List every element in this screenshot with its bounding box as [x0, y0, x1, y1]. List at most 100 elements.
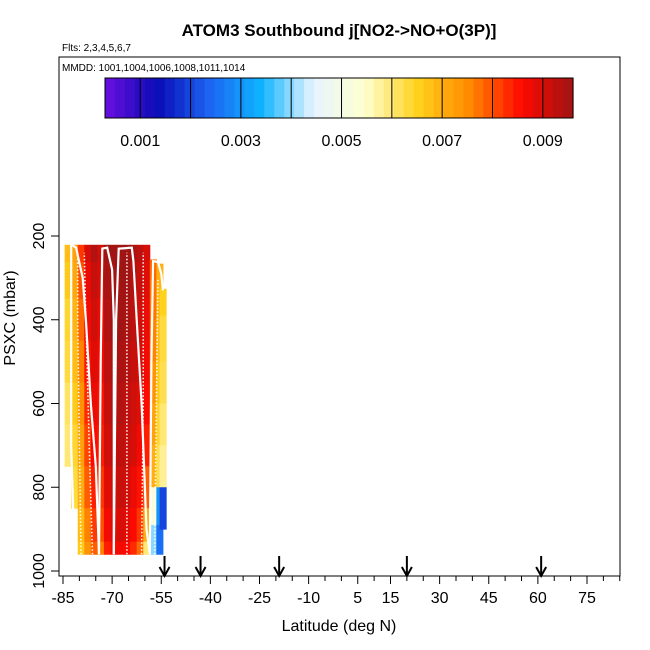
colorbar-segment: [393, 78, 405, 118]
colorbar-segment: [423, 78, 435, 118]
heatmap-cell: [110, 244, 118, 263]
x-axis: -85 -70 -55 -40 -25 -10 5 15 30 45 60 75: [51, 576, 621, 607]
heatmap-cell: [130, 424, 138, 467]
heatmap-cell: [84, 508, 92, 543]
heatmap-cell: [90, 298, 98, 342]
heatmap-cell: [130, 382, 138, 425]
heatmap-cell: [90, 244, 98, 263]
heatmap-cell: [117, 508, 125, 543]
heatmap-cell: [136, 424, 144, 467]
outline-line-solid: [97, 246, 115, 555]
heatmap-cell: [143, 466, 151, 509]
heatmap-cell: [123, 244, 131, 263]
colorbar-segment: [214, 78, 226, 118]
heatmap-cell: [77, 541, 85, 555]
colorbar-segment: [264, 78, 275, 118]
colorbar-segment: [523, 78, 534, 118]
x-tick-label: -25: [248, 590, 271, 607]
x-tick-label: -55: [150, 590, 173, 607]
heatmap-cell: [136, 244, 144, 263]
chart-title: ATOM3 Southbound j[NO2->NO+O(3P)]: [182, 21, 497, 40]
y-tick-label: 400: [31, 306, 48, 333]
dates-annotation: MMDD: 1001,1004,1006,1008,1011,1014: [62, 63, 246, 74]
colorbar-segment: [493, 78, 504, 118]
heatmap-cell: [143, 298, 151, 342]
colorbar: [105, 78, 574, 118]
colorbar-frame: [104, 77, 574, 119]
outline-line-dotted: [153, 277, 159, 555]
colorbar-segment: [254, 78, 265, 118]
x-tick-label: 45: [480, 590, 498, 607]
heatmap-cell: [97, 508, 105, 543]
heatmap-cell: [77, 424, 85, 467]
heatmap-cell: [90, 541, 98, 555]
colorbar-segment: [314, 78, 325, 118]
heatmap-cell: [84, 244, 92, 263]
colorbar-segment: [194, 78, 206, 118]
x-axis-label: Latitude (deg N): [282, 618, 397, 635]
heatmap-cell: [77, 244, 85, 263]
heatmap-cell: [136, 298, 144, 342]
colorbar-segment: [533, 78, 544, 118]
heatmap-cell: [84, 262, 92, 300]
colorbar-segment: [304, 78, 315, 118]
y-axis: 200 400 600 800 1000: [31, 223, 59, 589]
colorbar-segment: [413, 78, 425, 118]
colorbar-tick-label: 0.003: [221, 133, 261, 150]
heatmap-cell: [90, 466, 98, 509]
heatmap-cell: [71, 298, 79, 342]
heatmap-cell: [156, 263, 164, 283]
heatmap-cell: [143, 262, 151, 300]
heatmap-cell: [143, 244, 151, 263]
heatmap-cell: [84, 466, 92, 509]
colorbar-segment: [294, 78, 305, 118]
heatmap-cell: [71, 424, 79, 467]
heatmap-cell: [117, 244, 125, 263]
heatmap-cell: [64, 382, 72, 425]
heatmap-cell: [71, 262, 79, 300]
x-tick-label: -40: [199, 590, 222, 607]
outline-line-dotted: [83, 252, 94, 555]
heatmap-cell: [117, 298, 125, 342]
flight-arrow-head: [535, 566, 548, 579]
heatmap-cell: [149, 403, 157, 446]
heatmap-cell: [159, 403, 167, 446]
outline-line-dotted: [140, 252, 144, 555]
heatmap-cell: [117, 340, 125, 384]
heatmap-cell: [90, 340, 98, 384]
y-tick-label: 800: [31, 474, 48, 501]
flight-arrow-head: [194, 566, 207, 579]
heatmap-cell: [77, 298, 85, 342]
heatmap-cell: [130, 466, 138, 509]
colorbar-tick-label: 0.001: [120, 133, 160, 150]
colorbar-segment: [204, 78, 216, 118]
colorbar-segment: [284, 78, 295, 118]
heatmap-cell: [103, 340, 111, 384]
colorbar-segment: [343, 78, 355, 118]
heatmap-cell: [84, 424, 92, 467]
heatmap-cell: [130, 244, 138, 263]
colorbar-segment: [483, 78, 494, 118]
x-tick-label: -10: [297, 590, 320, 607]
heatmap-cell: [103, 424, 111, 467]
colorbar-tick-label: 0.007: [422, 133, 462, 150]
heatmap-cell: [143, 424, 151, 467]
heatmap-cell: [130, 340, 138, 384]
heatmap-cell: [149, 361, 157, 405]
heatmap-cell: [136, 382, 144, 425]
heatmap-cell: [123, 340, 131, 384]
colorbar-segment: [114, 78, 126, 118]
colorbar-tick-label: 0.009: [523, 133, 563, 150]
outline-line-dotted: [76, 252, 82, 555]
colorbar-segment: [363, 78, 375, 118]
colorbar-segment: [244, 78, 255, 118]
heatmap-cell: [71, 340, 79, 384]
heatmap-cell: [117, 424, 125, 467]
heatmap-cell: [103, 466, 111, 509]
heatmap-cell: [130, 298, 138, 342]
heatmap-cell: [130, 541, 138, 555]
flights-annotation: Flts: 2,3,4,5,6,7: [62, 43, 131, 54]
colorbar-segment: [105, 78, 116, 118]
colorbar-segment: [403, 78, 415, 118]
heatmap-cell: [149, 319, 157, 363]
